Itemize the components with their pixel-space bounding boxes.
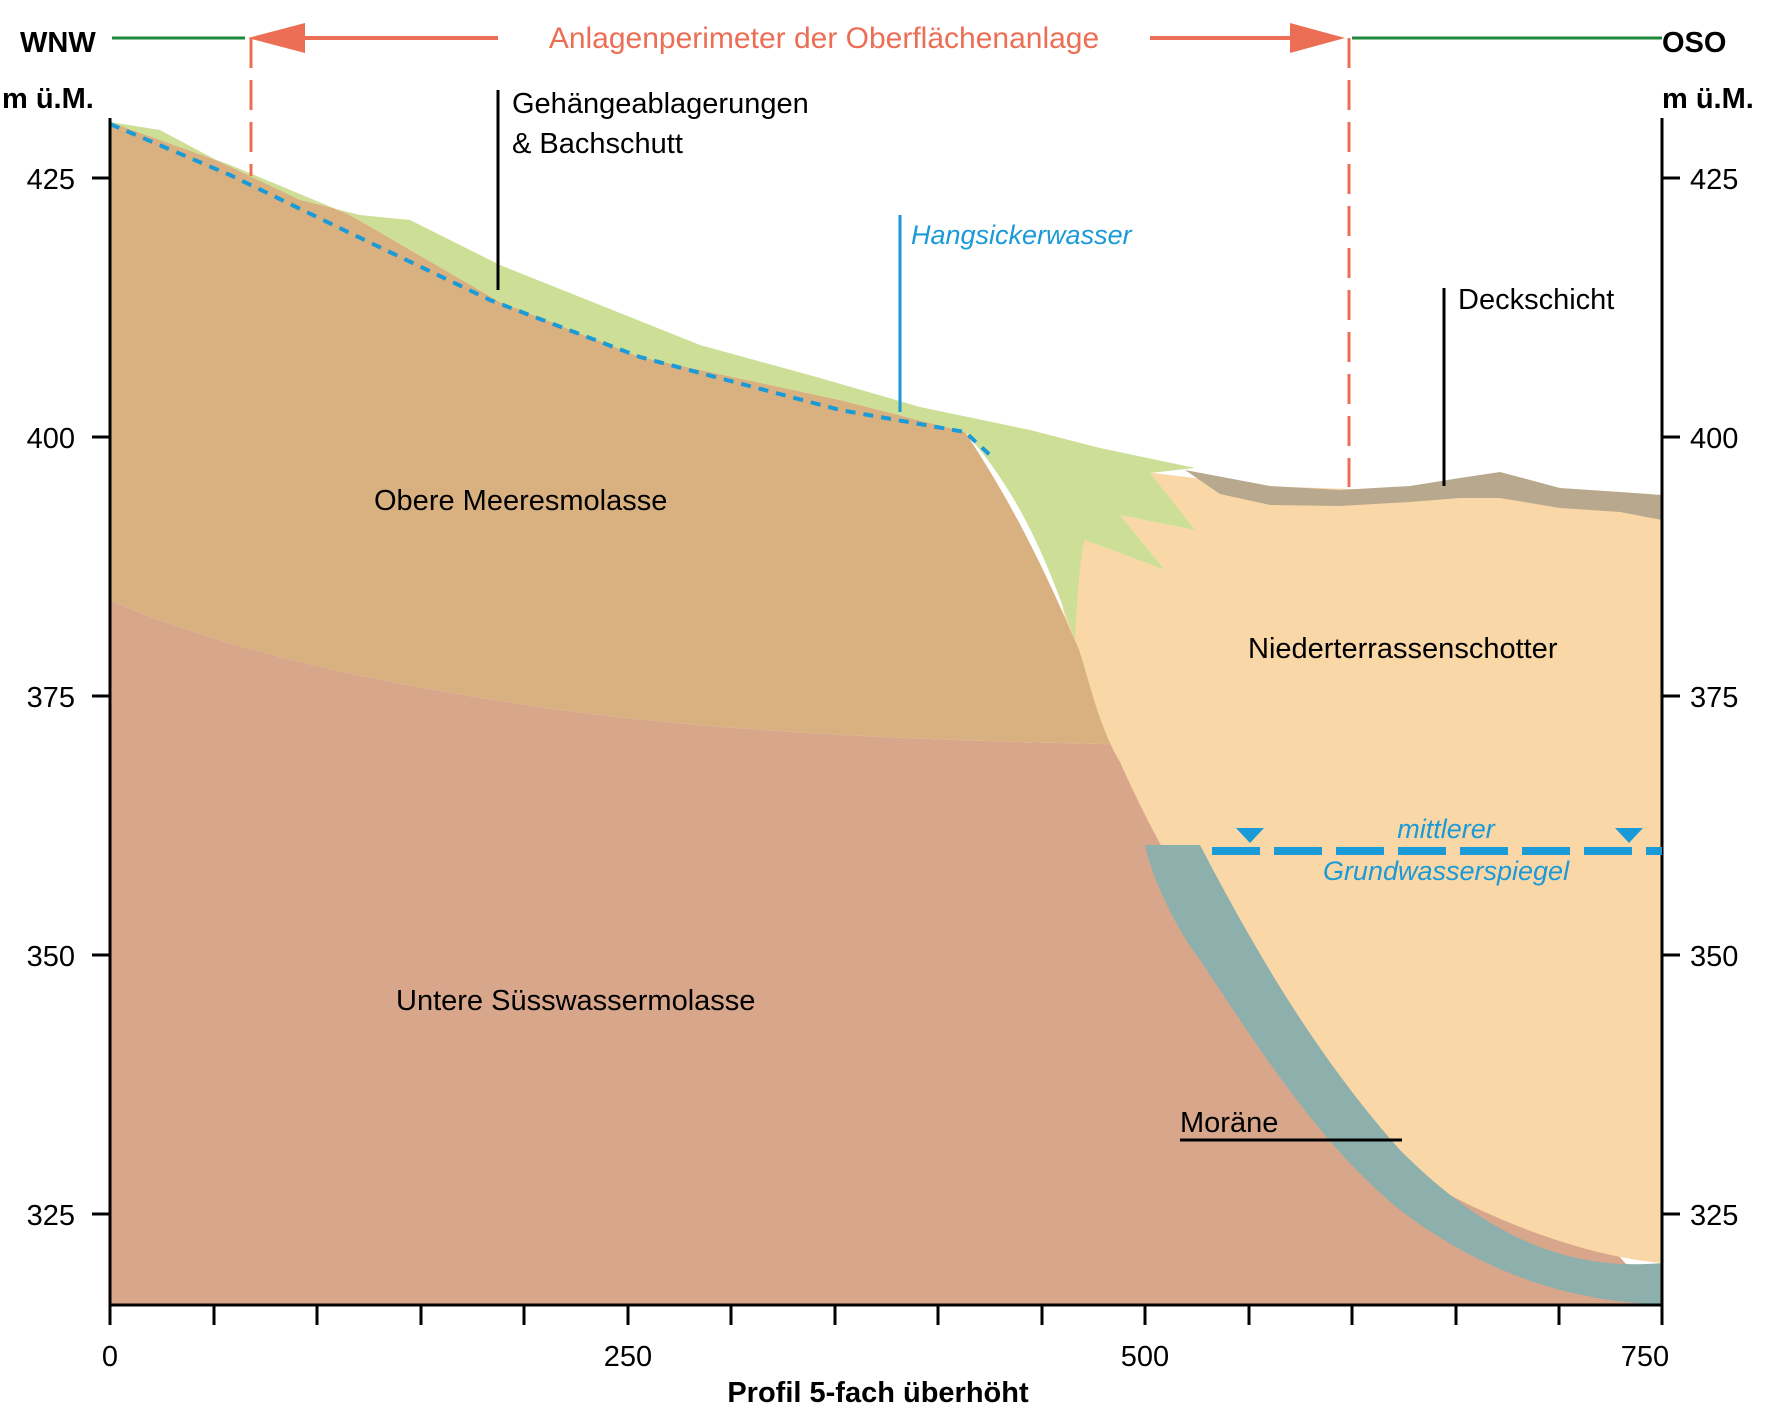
x-axis-label: Profil 5-fach überhöht	[727, 1377, 1029, 1409]
y-tick-label-right: 400	[1690, 423, 1738, 455]
y-tick-label-right: 425	[1690, 164, 1738, 196]
label-niederterrassenschotter: Niederterrassenschotter	[1248, 633, 1558, 665]
x-ticks	[108, 1305, 1664, 1325]
label-gw-line1: mittlerer	[1397, 814, 1496, 844]
untere-suesswassermolasse-body	[110, 600, 1662, 1305]
label-untere-suesswassermolasse: Untere Süsswassermolasse	[396, 985, 755, 1017]
groundwater-triangle-east	[1615, 828, 1643, 843]
y-tick-label-left: 350	[27, 941, 75, 973]
y-tick-label-left: 425	[27, 164, 75, 196]
direction-east: OSO	[1662, 27, 1726, 59]
y-tick-label-left: 375	[27, 682, 75, 714]
hangsickerwasser-line	[109, 122, 992, 457]
y-tick-label-right: 325	[1690, 1200, 1738, 1232]
label-gehaenge-line1: Gehängeablagerungen	[512, 88, 809, 120]
x-tick-label: 750	[1621, 1341, 1669, 1373]
direction-west: WNW	[20, 27, 96, 59]
x-tick-label: 0	[102, 1341, 118, 1373]
y-tick-label-left: 400	[27, 423, 75, 455]
label-deckschicht: Deckschicht	[1458, 284, 1614, 316]
x-tick-label: 500	[1121, 1341, 1169, 1373]
x-tick-label: 250	[604, 1341, 652, 1373]
perimeter-arrowhead-left	[248, 23, 305, 53]
label-moraene: Moräne	[1180, 1107, 1278, 1139]
y-tick-label-right: 350	[1690, 941, 1738, 973]
deckschicht-body	[1185, 470, 1662, 520]
moraene-body	[1145, 845, 1662, 1305]
y-ticks-right	[1662, 176, 1680, 1216]
y-ticks-left	[92, 176, 110, 1216]
y-tick-label-right: 375	[1690, 682, 1738, 714]
label-obere-meeresmolasse: Obere Meeresmolasse	[374, 485, 667, 517]
perimeter-label: Anlagenperimeter der Oberflächenanlage	[549, 22, 1099, 55]
label-hangsickerwasser: Hangsickerwasser	[911, 220, 1133, 250]
label-gehaenge-line2: & Bachschutt	[512, 128, 683, 160]
perimeter-arrowhead-right	[1290, 23, 1345, 53]
y-tick-label-left: 325	[27, 1200, 75, 1232]
label-gw-line2: Grundwasserspiegel	[1323, 856, 1570, 886]
y-unit-right: m ü.M.	[1662, 83, 1754, 115]
y-unit-left: m ü.M.	[2, 83, 94, 115]
obere-meeresmolasse-body	[110, 122, 1150, 745]
groundwater-triangle-west	[1236, 828, 1264, 843]
niederterrassenschotter-body	[1061, 472, 1662, 1263]
